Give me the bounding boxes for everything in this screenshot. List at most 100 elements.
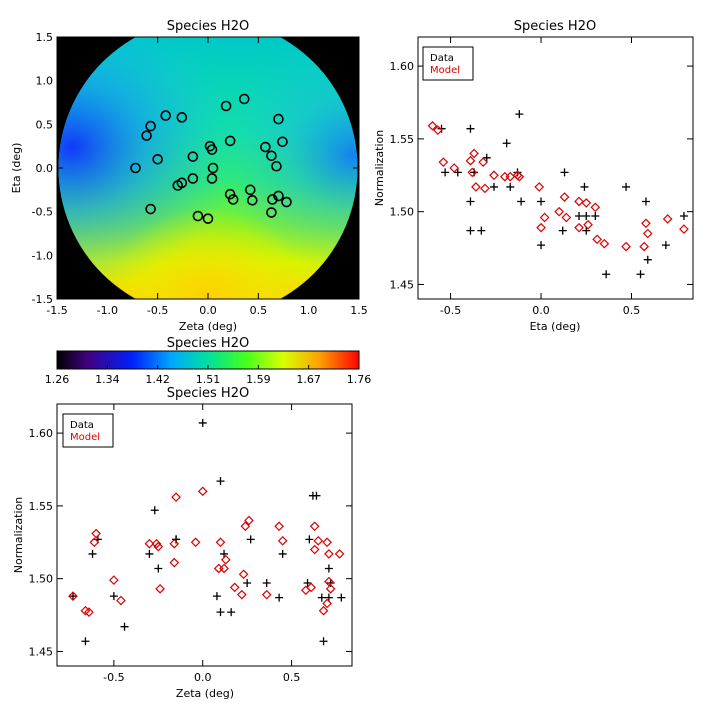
data-plus-marker <box>622 182 631 191</box>
data-plus-marker <box>198 418 207 427</box>
station-circle <box>145 120 156 132</box>
colorbar: Species H2O 1.26 1.34 1.42 1.51 1.59 1.67 1.76 <box>45 336 372 386</box>
station-circle <box>172 180 184 191</box>
station-circle <box>267 194 278 205</box>
model-diamond-marker <box>559 192 570 202</box>
y-tick-label: 1.5 <box>36 31 54 44</box>
data-plus-marker <box>120 622 129 631</box>
model-diamond-marker <box>213 563 224 574</box>
colorbar-tick-label: 1.59 <box>246 373 271 386</box>
model-diamond-marker <box>514 171 525 182</box>
data-plus-marker <box>154 564 163 573</box>
x-tick-label: -0.5 <box>147 304 168 317</box>
data-plus-marker <box>602 270 611 279</box>
model-diamond-marker <box>144 538 155 549</box>
model-diamond-marker <box>592 234 602 245</box>
model-diamond-marker <box>325 584 336 594</box>
heatmap-ylabel: Eta (deg) <box>10 143 23 194</box>
zeta-scatter-panel: Species H2O -0.5 0.0 0.5 1.45 1.50 1.55 1.60 D… <box>12 386 353 700</box>
eta-legend-box <box>422 46 474 81</box>
data-plus-marker <box>275 593 284 602</box>
data-plus-marker <box>303 579 312 588</box>
model-diamond-marker <box>220 554 231 565</box>
y-tick-label: 1.55 <box>390 133 415 146</box>
zeta-legend: Data Model <box>62 413 114 448</box>
model-diamond-marker <box>91 528 101 539</box>
zeta-legend-box <box>62 413 114 448</box>
station-circle <box>277 136 288 148</box>
y-tick-label: 1.60 <box>390 60 415 73</box>
data-plus-marker <box>216 477 225 486</box>
model-diamond-marker <box>80 605 91 616</box>
model-diamond-marker <box>489 170 499 181</box>
data-plus-marker <box>580 182 589 191</box>
model-diamond-marker <box>334 549 345 559</box>
model-diamond-marker <box>238 569 249 580</box>
model-diamond-marker <box>574 196 584 207</box>
data-plus-marker <box>278 549 287 558</box>
station-circle <box>281 196 292 208</box>
model-diamond-marker <box>309 521 320 532</box>
zeta-legend-data: Data <box>70 420 94 431</box>
eta-legend: Data Model <box>422 46 474 81</box>
data-plus-marker <box>537 197 546 206</box>
data-plus-marker <box>109 592 118 601</box>
data-plus-marker <box>246 535 255 544</box>
model-diamond-marker <box>641 218 651 229</box>
model-diamond-marker <box>581 198 592 208</box>
data-plus-marker <box>88 549 97 558</box>
colorbar-tick-label: 1.76 <box>347 373 372 386</box>
model-diamond-marker <box>536 222 546 233</box>
model-diamond-marker <box>505 171 516 182</box>
model-diamond-marker <box>539 212 550 223</box>
data-plus-marker <box>466 197 475 206</box>
x-tick-label: -1.0 <box>97 304 118 317</box>
model-diamond-marker <box>277 535 288 546</box>
station-circle <box>207 162 219 174</box>
eta-plot-frame <box>417 36 694 300</box>
y-tick-label: -0.5 <box>32 206 53 219</box>
data-plus-marker <box>537 241 546 250</box>
zeta-scatter-xlabel: Zeta (deg) <box>176 687 234 700</box>
model-diamond-marker <box>153 541 164 552</box>
model-diamond-marker <box>313 535 324 546</box>
model-diamond-marker <box>499 171 510 182</box>
zeta-plot-frame <box>56 403 353 667</box>
station-circle <box>244 184 256 196</box>
station-circle <box>271 160 282 172</box>
eta-scatter-xlabel: Eta (deg) <box>530 320 581 333</box>
model-diamond-marker <box>219 563 229 574</box>
model-diamond-marker <box>89 537 100 548</box>
model-diamond-marker <box>471 182 481 192</box>
data-plus-marker <box>220 549 229 558</box>
station-circle <box>246 195 258 206</box>
data-plus-marker <box>466 226 475 235</box>
y-tick-label: 1.0 <box>36 75 54 88</box>
heatmap-frame <box>56 36 360 300</box>
data-plus-marker <box>515 110 524 119</box>
station-circle <box>273 113 284 125</box>
model-diamond-marker <box>322 537 332 548</box>
data-plus-marker <box>68 592 77 601</box>
model-diamond-marker <box>433 125 443 136</box>
colorbar-tick-label: 1.42 <box>145 373 170 386</box>
station-circle <box>160 110 172 121</box>
zeta-points <box>68 418 346 646</box>
station-circle <box>220 100 232 112</box>
data-plus-marker <box>502 139 511 148</box>
station-markers <box>130 93 292 224</box>
y-tick-label: 1.45 <box>390 278 415 291</box>
model-diamond-marker <box>583 219 593 230</box>
heatmap-xlabel: Zeta (deg) <box>179 320 237 333</box>
model-diamond-marker <box>197 486 208 497</box>
station-circle <box>266 150 277 162</box>
model-diamond-marker <box>467 167 478 178</box>
x-tick-label: -0.5 <box>103 671 124 684</box>
data-plus-marker <box>317 593 326 602</box>
zeta-scatter-title: Species H2O <box>167 386 249 401</box>
station-circle <box>206 144 218 155</box>
model-diamond-marker <box>116 595 126 606</box>
eta-scatter-ylabel: Normalization <box>373 130 386 206</box>
data-plus-marker <box>582 212 591 221</box>
